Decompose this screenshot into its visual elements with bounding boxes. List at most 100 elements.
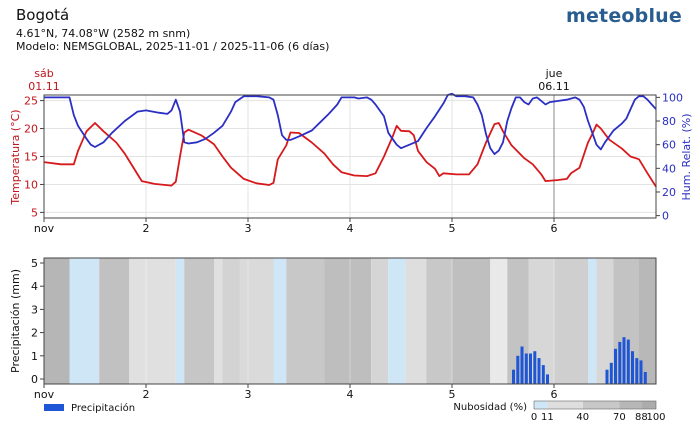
cloud-cover-block bbox=[426, 258, 452, 384]
top-x-tick-label: 5 bbox=[449, 222, 456, 235]
cloud-legend-label: Nubosidad (%) bbox=[453, 402, 527, 413]
temperature-humidity-chart: 5 10 15 20 25 0 20 40 60 80 100 nov 2 3 4 5 6 sáb01.11… bbox=[9, 67, 693, 235]
precipitation-legend-label: Precipitación bbox=[71, 402, 135, 414]
precipitation-bar bbox=[512, 369, 515, 384]
cloud-cover-block bbox=[554, 258, 588, 384]
cloud-cover-block bbox=[99, 258, 129, 384]
bottom-x-tick-label: 3 bbox=[245, 388, 252, 401]
bottom-x-tick-label: nov bbox=[34, 388, 55, 401]
cloud-cover-block bbox=[44, 258, 70, 384]
cloud-scale-segment bbox=[619, 401, 642, 409]
cloud-cover-block bbox=[222, 258, 240, 384]
bottom-x-tick-label: 4 bbox=[347, 388, 354, 401]
cloud-cover-block bbox=[69, 258, 100, 384]
precipitation-legend-swatch bbox=[44, 404, 64, 411]
precipitation-bar bbox=[618, 341, 622, 384]
temperature-tick-label: 15 bbox=[24, 151, 38, 164]
cloud-cover-block bbox=[175, 258, 185, 384]
cloud-cover-blocks bbox=[44, 258, 656, 384]
precipitation-bar bbox=[541, 365, 545, 384]
humidity-tick-label: 60 bbox=[662, 139, 676, 152]
model-info: Modelo: NEMSGLOBAL, 2025-11-01 / 2025-11… bbox=[16, 40, 330, 53]
bottom-x-tick-label: 5 bbox=[449, 388, 456, 401]
precip-tick-label: 0 bbox=[31, 373, 38, 386]
cloud-scale-label: 40 bbox=[576, 412, 589, 423]
day-marker-date: 06.11 bbox=[538, 80, 570, 93]
cloud-cover-block bbox=[371, 258, 389, 384]
temperature-tick-label: 10 bbox=[24, 178, 38, 191]
cloud-scale-label: 70 bbox=[613, 412, 626, 423]
cloud-scale-segment bbox=[582, 401, 620, 409]
precipitation-axis-label: Precipitación (mm) bbox=[9, 269, 22, 373]
precip-tick-label: 1 bbox=[31, 350, 38, 363]
cloud-cover-block bbox=[452, 258, 491, 384]
cloud-cover-block bbox=[286, 258, 325, 384]
cloud-cover-block bbox=[129, 258, 176, 384]
cloud-scale-label: 11 bbox=[541, 412, 554, 423]
cloud-cover-block bbox=[528, 258, 554, 384]
top-x-tick-label: 3 bbox=[245, 222, 252, 235]
precipitation-bar bbox=[520, 346, 524, 384]
temperature-ticks: 5 10 15 20 25 bbox=[24, 95, 44, 219]
precipitation-bar bbox=[605, 369, 609, 384]
top-series bbox=[43, 92, 657, 188]
precipitation-bar bbox=[529, 353, 532, 384]
cloud-cover-block bbox=[405, 258, 427, 384]
cloud-cover-block bbox=[490, 258, 508, 384]
bottom-grid bbox=[145, 258, 555, 384]
day-marker-date: 01.11 bbox=[28, 80, 60, 93]
precipitation-bar bbox=[614, 348, 617, 384]
precip-tick-label: 2 bbox=[31, 327, 38, 340]
temperature-axis-label: Temperatura (°C) bbox=[9, 109, 22, 205]
precipitation-bar bbox=[635, 358, 639, 384]
cloud-cover-block bbox=[273, 258, 287, 384]
cloud-cover-block bbox=[388, 258, 406, 384]
humidity-tick-label: 100 bbox=[662, 91, 683, 104]
temperature-tick-label: 25 bbox=[24, 95, 38, 108]
temperature-tick-label: 20 bbox=[24, 123, 38, 136]
bottom-x-ticks: nov 2 3 4 5 6 bbox=[34, 384, 558, 401]
cloud-scale-label: 88 bbox=[635, 412, 648, 423]
humidity-tick-label: 0 bbox=[662, 210, 669, 223]
precipitation-bar bbox=[524, 353, 528, 384]
precipitation-bars bbox=[512, 337, 647, 384]
cloud-scale-label: 0 bbox=[531, 412, 537, 423]
precipitation-bar bbox=[631, 351, 634, 384]
humidity-tick-label: 40 bbox=[662, 162, 676, 175]
cloud-cover-block bbox=[639, 258, 656, 384]
precip-tick-label: 3 bbox=[31, 303, 38, 316]
top-x-tick-label: 6 bbox=[551, 222, 558, 235]
precipitation-bar bbox=[533, 351, 537, 384]
precipitation-bar bbox=[609, 362, 613, 384]
precipitation-bar bbox=[537, 358, 541, 384]
temperature-line bbox=[43, 122, 657, 188]
precipitation-bar bbox=[516, 355, 520, 384]
cloud-cover-block bbox=[613, 258, 639, 384]
cloud-cover-block bbox=[588, 258, 597, 384]
top-x-ticks: nov 2 3 4 5 6 bbox=[34, 218, 558, 235]
precipitation-cloud-chart: 0 1 2 3 4 5 nov 2 3 4 5 6 Precipitación (mm) bbox=[9, 257, 657, 401]
top-x-tick-label: 4 bbox=[347, 222, 354, 235]
precipitation-bar bbox=[626, 339, 630, 384]
humidity-ticks: 0 20 40 60 80 100 bbox=[656, 91, 683, 223]
cloud-scale-segment bbox=[641, 401, 656, 409]
cloud-cover-block bbox=[596, 258, 614, 384]
cloud-scale-border bbox=[533, 400, 657, 410]
humidity-tick-label: 20 bbox=[662, 186, 676, 199]
precipitation-bar bbox=[622, 337, 626, 384]
humidity-tick-label: 80 bbox=[662, 115, 676, 128]
cloud-scale-segment bbox=[534, 401, 548, 409]
day-marker-weekday: sáb bbox=[34, 67, 53, 80]
meteoblue-logo[interactable]: meteoblue bbox=[565, 5, 682, 27]
coordinates: 4.61°N, 74.08°W (2582 m snm) bbox=[16, 27, 191, 40]
day-marker-weekday: jue bbox=[545, 67, 563, 80]
cloud-scale-label: 100 bbox=[646, 412, 665, 423]
cloud-cover-block bbox=[239, 258, 274, 384]
cloud-cover-block bbox=[184, 258, 214, 384]
precipitation-legend: Precipitación bbox=[44, 402, 135, 414]
precip-tick-label: 4 bbox=[31, 280, 38, 293]
